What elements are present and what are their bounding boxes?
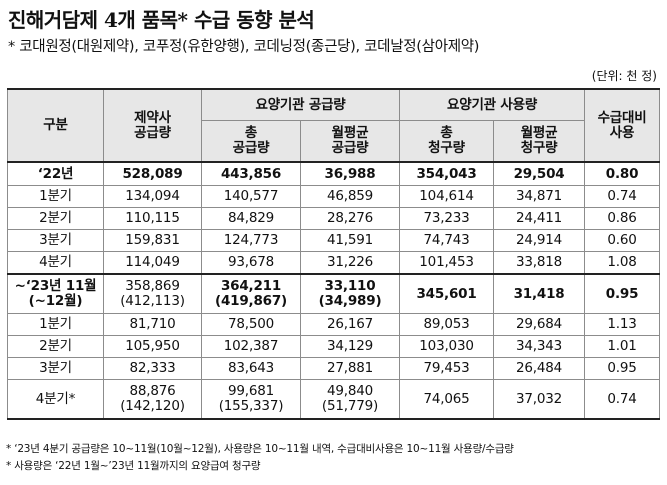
cell-total-claims: 345,601: [399, 273, 495, 314]
header-care-usage-group: 요양기관 사용량: [399, 88, 586, 121]
table-row-2022-total: ‘22년 528,089 443,856 36,988 354,043 29,5…: [7, 161, 661, 186]
cell-usage-ratio: 1.01: [584, 335, 661, 358]
supply-trend-table: 구분 제약사 공급량 요양기관 공급량 요양기관 사용량 수급대비 사용 총 공…: [7, 88, 661, 420]
cell-total-claims: 103,030: [399, 335, 495, 358]
cell-pharma-supply: 110,115: [103, 207, 202, 230]
cell-monthly-supply: 28,276: [299, 207, 401, 230]
row-label: 3분기: [7, 357, 104, 380]
cell-total-claims: 89,053: [399, 313, 495, 336]
cell-monthly-supply: 36,988: [299, 161, 401, 186]
unit-label: (단위: 천 정): [591, 69, 657, 83]
cell-monthly-claims: 29,684: [493, 313, 586, 336]
cell-monthly-supply: 27,881: [299, 357, 401, 380]
row-label: 4분기: [7, 251, 104, 275]
cell-monthly-claims: 24,411: [493, 207, 586, 230]
row-label: 3분기: [7, 229, 104, 252]
cell-monthly-claims: 24,914: [493, 229, 586, 252]
cell-usage-ratio: 0.95: [584, 273, 661, 314]
header-monthly-supply: 월평균 공급량: [299, 120, 401, 163]
cell-monthly-supply: 34,129: [299, 335, 401, 358]
table-row: 1분기 81,710 78,500 26,167 89,053 29,684 1…: [7, 313, 661, 336]
cell-usage-ratio: 1.08: [584, 251, 661, 275]
cell-usage-ratio: 0.86: [584, 207, 661, 230]
cell-pharma-supply: 81,710: [103, 313, 202, 336]
cell-monthly-claims: 31,418: [493, 273, 586, 314]
cell-total-claims: 79,453: [399, 357, 495, 380]
row-label: 4분기*: [7, 379, 104, 420]
cell-usage-ratio: 1.13: [584, 313, 661, 336]
page-title: 진해거담제 4개 품목* 수급 동향 분석: [8, 8, 315, 32]
cell-pharma-supply: 82,333: [103, 357, 202, 380]
cell-usage-ratio: 0.74: [584, 379, 661, 420]
cell-total-claims: 73,233: [399, 207, 495, 230]
cell-total-claims: 354,043: [399, 161, 495, 186]
cell-total-supply: 140,577: [201, 185, 301, 208]
table-row-2023-total: ~‘23년 11월 (~12월) 358,869 (412,113) 364,2…: [7, 273, 661, 314]
cell-pharma-supply: 114,049: [103, 251, 202, 275]
row-label: 1분기: [7, 313, 104, 336]
cell-total-supply: 84,829: [201, 207, 301, 230]
cell-total-supply: 93,678: [201, 251, 301, 275]
table-row: 3분기 82,333 83,643 27,881 79,453 26,484 0…: [7, 357, 661, 380]
header-total-supply: 총 공급량: [201, 120, 301, 163]
table-header: 구분 제약사 공급량 요양기관 공급량 요양기관 사용량 수급대비 사용 총 공…: [7, 88, 661, 163]
cell-pharma-supply: 528,089: [103, 161, 202, 186]
row-label: ‘22년: [7, 161, 104, 186]
cell-monthly-supply: 46,859: [299, 185, 401, 208]
cell-monthly-supply: 33,110 (34,989): [299, 273, 401, 314]
row-label: 2분기: [7, 207, 104, 230]
footnotes: * ‘23년 4분기 공급량은 10~11월(10월~12월), 사용량은 10…: [6, 441, 514, 475]
cell-usage-ratio: 0.74: [584, 185, 661, 208]
cell-total-supply: 102,387: [201, 335, 301, 358]
row-label: 2분기: [7, 335, 104, 358]
table-body: ‘22년 528,089 443,856 36,988 354,043 29,5…: [7, 161, 661, 420]
cell-total-supply: 99,681 (155,337): [201, 379, 301, 420]
cell-total-claims: 74,743: [399, 229, 495, 252]
cell-usage-ratio: 0.95: [584, 357, 661, 380]
footnote-2: * 사용량은 ‘22년 1월~’23년 11월까지의 요양급여 청구량: [6, 460, 261, 472]
table-row: 2분기 110,115 84,829 28,276 73,233 24,411 …: [7, 207, 661, 230]
header-total-claims: 총 청구량: [399, 120, 495, 163]
row-label: ~‘23년 11월 (~12월): [7, 273, 104, 314]
header-monthly-claims: 월평균 청구량: [493, 120, 586, 163]
cell-total-supply: 443,856: [201, 161, 301, 186]
cell-pharma-supply: 159,831: [103, 229, 202, 252]
cell-monthly-claims: 33,818: [493, 251, 586, 275]
cell-usage-ratio: 0.60: [584, 229, 661, 252]
cell-monthly-supply: 49,840 (51,779): [299, 379, 401, 420]
cell-monthly-supply: 26,167: [299, 313, 401, 336]
header-category: 구분: [7, 88, 104, 163]
cell-pharma-supply: 105,950: [103, 335, 202, 358]
header-usage-ratio: 수급대비 사용: [584, 88, 661, 163]
table-row: 4분기 114,049 93,678 31,226 101,453 33,818…: [7, 251, 661, 275]
cell-total-supply: 83,643: [201, 357, 301, 380]
table-row: 4분기* 88,876 (142,120) 99,681 (155,337) 4…: [7, 379, 661, 420]
table-row: 3분기 159,831 124,773 41,591 74,743 24,914…: [7, 229, 661, 252]
cell-total-supply: 364,211 (419,867): [201, 273, 301, 314]
cell-pharma-supply: 358,869 (412,113): [103, 273, 202, 314]
cell-usage-ratio: 0.80: [584, 161, 661, 186]
cell-monthly-supply: 41,591: [299, 229, 401, 252]
cell-monthly-claims: 29,504: [493, 161, 586, 186]
cell-monthly-claims: 37,032: [493, 379, 586, 420]
cell-pharma-supply: 134,094: [103, 185, 202, 208]
header-care-supply-group: 요양기관 공급량: [200, 88, 401, 121]
header-pharma-supply: 제약사 공급량: [103, 88, 202, 163]
table-row: 1분기 134,094 140,577 46,859 104,614 34,87…: [7, 185, 661, 208]
cell-total-supply: 78,500: [201, 313, 301, 336]
cell-pharma-supply: 88,876 (142,120): [103, 379, 202, 420]
cell-total-claims: 74,065: [399, 379, 495, 420]
cell-total-supply: 124,773: [201, 229, 301, 252]
table-row: 2분기 105,950 102,387 34,129 103,030 34,34…: [7, 335, 661, 358]
cell-monthly-claims: 34,343: [493, 335, 586, 358]
cell-monthly-claims: 26,484: [493, 357, 586, 380]
cell-monthly-claims: 34,871: [493, 185, 586, 208]
row-label: 1분기: [7, 185, 104, 208]
product-list-note: * 코대원정(대원제약), 코푸정(유한양행), 코데닝정(종근당), 코데날정…: [8, 39, 480, 55]
cell-monthly-supply: 31,226: [299, 251, 401, 275]
cell-total-claims: 104,614: [399, 185, 495, 208]
cell-total-claims: 101,453: [399, 251, 495, 275]
footnote-1: * ‘23년 4분기 공급량은 10~11월(10월~12월), 사용량은 10…: [6, 443, 514, 455]
